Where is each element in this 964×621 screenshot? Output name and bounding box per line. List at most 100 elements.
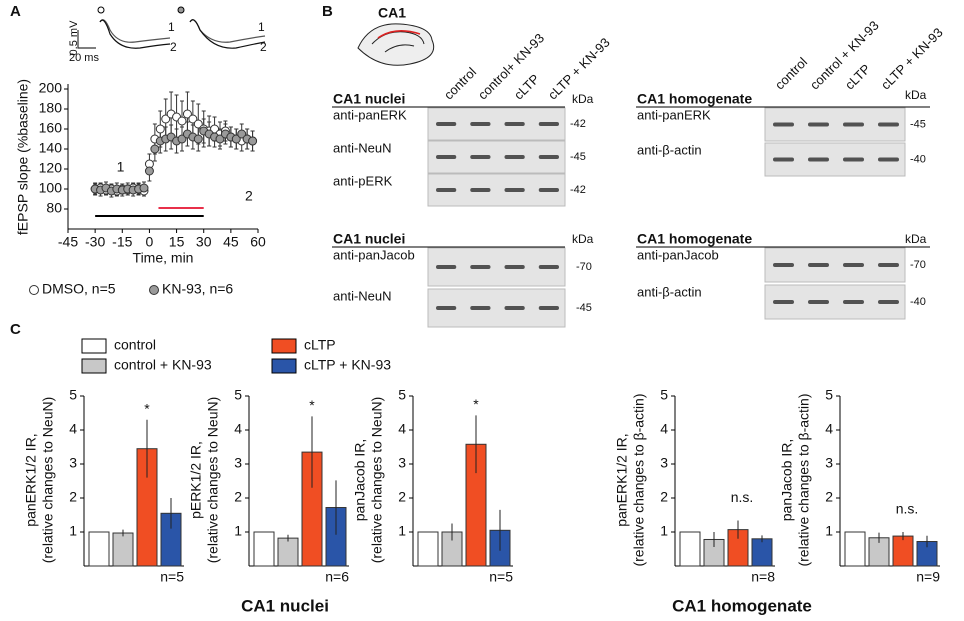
y-axis-label: fEPSP slope (%baseline) <box>15 79 31 235</box>
kda-label: -70 <box>576 261 592 273</box>
band <box>504 265 525 269</box>
legend-swatch <box>81 358 107 374</box>
legend-swatch <box>81 338 107 354</box>
data-point <box>248 136 258 146</box>
data-point <box>215 134 225 144</box>
band <box>538 155 559 159</box>
trace <box>99 19 171 49</box>
hippocampus-diagram <box>357 23 435 66</box>
y-axis-label: pERK1/2 IR, <box>188 441 204 519</box>
y-tick-label: 1 <box>398 523 406 539</box>
kda-unit: kDa <box>572 92 594 106</box>
annotation: 2 <box>245 188 253 204</box>
band <box>808 157 829 162</box>
significance: * <box>473 396 479 412</box>
row-label: anti-panJacob <box>333 247 415 262</box>
row-label: anti-panJacob <box>637 247 719 262</box>
y-tick-label: 3 <box>825 455 833 471</box>
x-tick-label: -30 <box>85 234 105 250</box>
y-tick-label: 1 <box>660 523 668 539</box>
kda-unit: kDa <box>905 88 927 102</box>
y-tick-label: 5 <box>660 387 668 403</box>
panel-letter: B <box>322 3 333 20</box>
legend-label: control + KN-93 <box>114 357 212 373</box>
data-point <box>193 134 203 144</box>
y-tick-label: 160 <box>39 120 63 136</box>
y-axis-label: (relative changes to NeuN) <box>205 397 221 564</box>
row-label: anti-panERK <box>333 107 407 122</box>
group-label: CA1 homogenate <box>672 596 812 615</box>
y-tick-label: 5 <box>234 387 242 403</box>
legend-swatch <box>271 338 297 354</box>
significance: * <box>309 397 315 413</box>
lane-label: control <box>441 64 479 102</box>
y-tick-label: 2 <box>660 489 668 505</box>
band <box>538 188 559 192</box>
inset-marker <box>177 6 185 14</box>
y-axis-label: panJacob IR, <box>352 439 368 522</box>
annotation: 1 <box>117 159 125 175</box>
band <box>773 263 794 267</box>
y-tick-label: 180 <box>39 100 63 116</box>
blot-title: CA1 nuclei <box>333 91 405 107</box>
bar <box>88 531 110 567</box>
bar <box>844 531 866 567</box>
row-label: anti-NeuN <box>333 140 392 155</box>
inset-marker <box>97 6 105 14</box>
y-tick-label: 2 <box>234 489 242 505</box>
band <box>504 122 525 126</box>
scale-label: 20 ms <box>69 52 99 64</box>
kda-label: -45 <box>910 118 926 130</box>
y-tick-label: 4 <box>398 421 406 437</box>
bar <box>417 531 439 567</box>
band <box>773 300 794 304</box>
band <box>436 265 457 269</box>
data-point <box>182 109 192 119</box>
y-tick-label: 5 <box>825 387 833 403</box>
data-point <box>150 144 160 154</box>
band <box>843 300 864 304</box>
y-axis-label: (relative changes to NeuN) <box>369 397 385 564</box>
band <box>538 122 559 126</box>
legend-swatch <box>271 358 297 374</box>
y-tick-label: 120 <box>39 160 63 176</box>
kda-label: -45 <box>570 151 586 163</box>
band <box>470 188 491 192</box>
inset-traces <box>77 19 266 49</box>
band <box>843 263 864 267</box>
band <box>436 188 457 192</box>
n-label: n=8 <box>751 569 775 585</box>
y-tick-label: 4 <box>825 421 833 437</box>
legend-label: cLTP <box>304 337 336 353</box>
data-point <box>155 124 165 134</box>
trace <box>99 19 171 43</box>
trace-label: 1 <box>258 20 265 34</box>
y-tick-label: 2 <box>398 489 406 505</box>
y-tick-label: 5 <box>398 387 406 403</box>
band <box>504 188 525 192</box>
kda-unit: kDa <box>572 232 594 246</box>
trace-label: 2 <box>170 40 177 54</box>
legend-label: DMSO, n=5 <box>42 281 116 297</box>
band <box>773 157 794 162</box>
scale-bar <box>77 30 96 49</box>
legend-marker <box>29 285 39 295</box>
data-point <box>177 116 187 126</box>
y-tick-label: 1 <box>825 523 833 539</box>
band <box>843 157 864 162</box>
n-label: n=5 <box>489 569 513 585</box>
kda-label: -40 <box>910 296 926 308</box>
significance: n.s. <box>731 489 754 505</box>
band <box>470 122 491 126</box>
bar <box>679 531 701 567</box>
bar <box>892 535 914 567</box>
band <box>773 122 794 127</box>
band <box>436 155 457 159</box>
band <box>878 157 899 162</box>
data-point <box>144 166 154 176</box>
blot-title: CA1 nuclei <box>333 231 405 247</box>
n-label: n=5 <box>160 569 184 585</box>
y-tick-label: 1 <box>69 523 77 539</box>
y-tick-label: 4 <box>234 421 242 437</box>
n-label: n=9 <box>916 569 940 585</box>
